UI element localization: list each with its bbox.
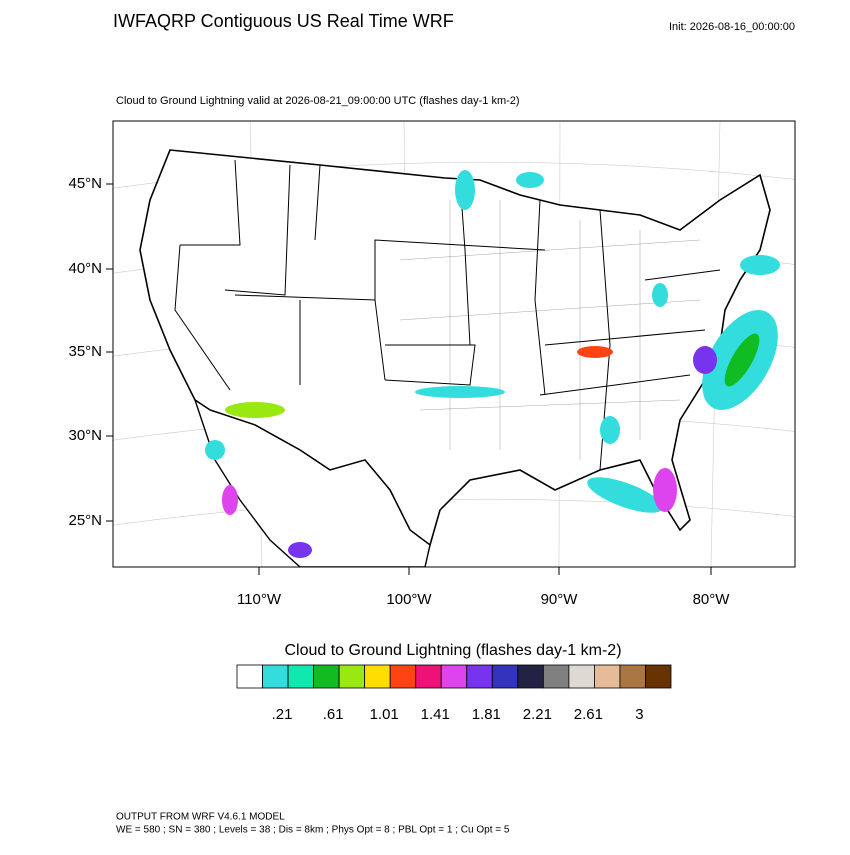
colorbar-box	[517, 664, 544, 689]
colorbar-label: 3	[635, 706, 643, 723]
colorbar: .21 .61 1.01 1.41 1.81 2.21 2.61 3	[236, 664, 672, 723]
footer-line: OUTPUT FROM WRF V4.6.1 MODEL	[116, 812, 285, 823]
lat-label: 40°N	[68, 260, 102, 277]
colorbar-box	[262, 664, 289, 689]
colorbar-label: 2.61	[574, 706, 603, 723]
lon-label: 110°W	[237, 591, 282, 608]
init-time: Init: 2026-08-16_00:00:00	[669, 21, 795, 33]
colorbar-label: 2.21	[523, 706, 552, 723]
colorbar-box	[287, 664, 314, 689]
map-axes: 45°N 40°N 35°N 30°N 25°N 110°W 100°W 90°W 80°W	[68, 175, 730, 608]
colorbar-label: .61	[323, 706, 344, 723]
lon-label: 80°W	[693, 591, 731, 608]
colorbar-box	[645, 664, 672, 689]
footer-line: WE = 580 ; SN = 380 ; Levels = 38 ; Dis …	[116, 825, 510, 836]
colorbar-box	[594, 664, 621, 689]
map-frame	[112, 120, 796, 568]
lon-label: 100°W	[386, 591, 432, 608]
colorbar-box	[415, 664, 442, 689]
colorbar-box	[466, 664, 493, 689]
lat-label: 25°N	[68, 512, 102, 529]
colorbar-box	[364, 664, 391, 689]
county-borders	[399, 200, 701, 460]
lat-label: 30°N	[68, 427, 102, 444]
colorbar-label: .21	[272, 706, 293, 723]
colorbar-box	[440, 664, 468, 689]
colorbar-box	[389, 664, 417, 689]
colorbar-box	[491, 664, 519, 689]
colorbar-title: Cloud to Ground Lightning (flashes day-1…	[284, 642, 621, 659]
title: IWFAQRP Contiguous US Real Time WRF	[113, 11, 454, 31]
colorbar-label: 1.41	[421, 706, 450, 723]
map	[113, 121, 795, 567]
mexico-outline	[193, 398, 431, 567]
subtitle: Cloud to Ground Lightning valid at 2026-…	[116, 95, 520, 107]
lat-label: 35°N	[68, 343, 102, 360]
colorbar-box	[619, 664, 646, 689]
lightning-field	[205, 170, 780, 558]
colorbar-label: 1.01	[370, 706, 399, 723]
lon-label: 90°W	[541, 591, 579, 608]
colorbar-box	[236, 664, 263, 689]
lat-label: 45°N	[68, 175, 102, 192]
colorbar-label: 1.81	[472, 706, 501, 723]
colorbar-box	[338, 664, 366, 689]
colorbar-box	[313, 664, 340, 689]
colorbar-box	[542, 664, 570, 689]
colorbar-box	[568, 664, 595, 689]
